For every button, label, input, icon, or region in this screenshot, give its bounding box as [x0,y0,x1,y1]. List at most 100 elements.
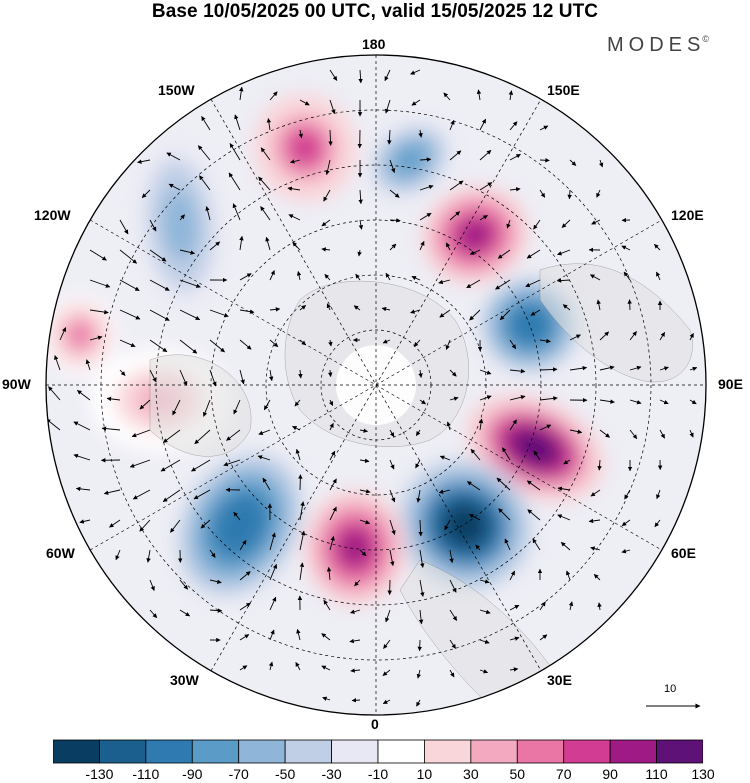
wind-vector [654,519,661,528]
wind-vector [209,369,217,387]
wind-vector [509,636,520,641]
wind-vector [498,508,511,521]
wind-vector [527,509,541,521]
wind-vector [209,549,216,558]
wind-vector [479,149,492,161]
wind-vector [209,608,223,613]
wind-vector [439,309,451,318]
land-masses [149,263,693,715]
wind-vector [329,99,336,115]
wind-vector [233,399,241,415]
colorbar-tick-label: 110 [645,766,668,782]
latitude-circle [100,109,652,661]
colorbar-tick-label: -50 [275,766,296,782]
wind-vector [419,240,425,251]
wind-vector [416,699,421,707]
wind-vector [298,369,303,379]
latitude-circle [320,329,432,441]
lon-label-60e: 60E [671,545,696,561]
wind-vector [539,189,546,198]
wind-vector [418,129,423,138]
wind-vector [509,570,516,581]
wind-vector [328,369,333,378]
wind-vector [495,279,511,290]
wind-vector [85,359,91,371]
wind-vector [382,339,391,344]
wind-vector [239,339,252,350]
wind-vector [562,304,571,311]
colorbar-segment [656,739,703,764]
wind-vector [419,157,432,162]
wind-vector [478,418,484,431]
wind-vector [323,599,331,611]
wind-vector [258,176,271,191]
wind-vector [539,601,546,611]
wind-vector [479,395,492,401]
wind-vector [205,206,211,221]
colorbar-segment [516,739,565,764]
lon-label-30e: 30E [547,672,572,688]
wind-vector [410,69,421,75]
wind-vector [239,86,244,101]
colorbar-tick-label: 70 [555,766,572,782]
wind-vector [656,489,661,500]
wind-vector [179,309,201,321]
wind-vector [193,489,211,500]
wind-vector [556,278,571,283]
wind-vector [419,549,425,568]
wind-vector [287,186,301,191]
wind-vector [599,365,615,371]
wind-vector [508,90,514,101]
wind-vector [469,309,481,321]
wind-vector [689,429,694,438]
wind-vector [168,183,181,191]
chart-title: Base 10/05/2025 00 UTC, valid 15/05/2025… [151,1,599,22]
colorbar-segment [331,739,379,764]
wind-vector [389,549,395,567]
wind-vector [659,429,665,439]
wind-vector [389,519,396,536]
wind-vector [46,418,61,431]
wind-vector [381,306,391,312]
wind-vector [557,514,571,521]
wind-vector [418,369,423,378]
wind-vector [439,455,451,461]
wind-vector [568,601,574,611]
wind-vector [476,89,482,101]
wind-vector [445,339,451,350]
wind-vector [353,305,361,311]
lon-label-180: 180 [362,36,386,52]
wind-vector [689,332,694,341]
wind-vector [179,249,196,255]
negative-anomaly-center [514,310,546,340]
wind-vector [229,143,241,161]
colorbar-segment [191,739,240,764]
wind-vector [299,99,310,106]
wind-vector [328,129,333,146]
wind-vector [198,175,211,191]
wind-vector [59,327,67,341]
wind-vector [103,489,121,495]
wind-vector [139,519,151,532]
wind-vector [589,274,601,281]
positive-anomaly-center [512,430,558,466]
wind-vector [299,339,307,346]
wind-vector [599,429,610,438]
wind-vector [323,189,331,202]
wind-vector [659,399,669,405]
wind-vector [329,450,336,461]
wind-vector [629,399,642,405]
wind-vector [526,480,541,491]
colorbar-segment [99,739,147,764]
wind-vector [470,448,481,461]
wind-vector [239,634,250,641]
wind-vector [629,429,638,440]
wind-vector [119,279,140,292]
wind-vector [411,99,421,106]
lon-label-90w: 90W [2,376,31,392]
wind-vector [115,549,121,561]
wind-vector [170,519,181,533]
colorbar-tick-label: -30 [321,766,342,782]
wind-vector [269,307,281,312]
wind-vector [349,638,361,644]
